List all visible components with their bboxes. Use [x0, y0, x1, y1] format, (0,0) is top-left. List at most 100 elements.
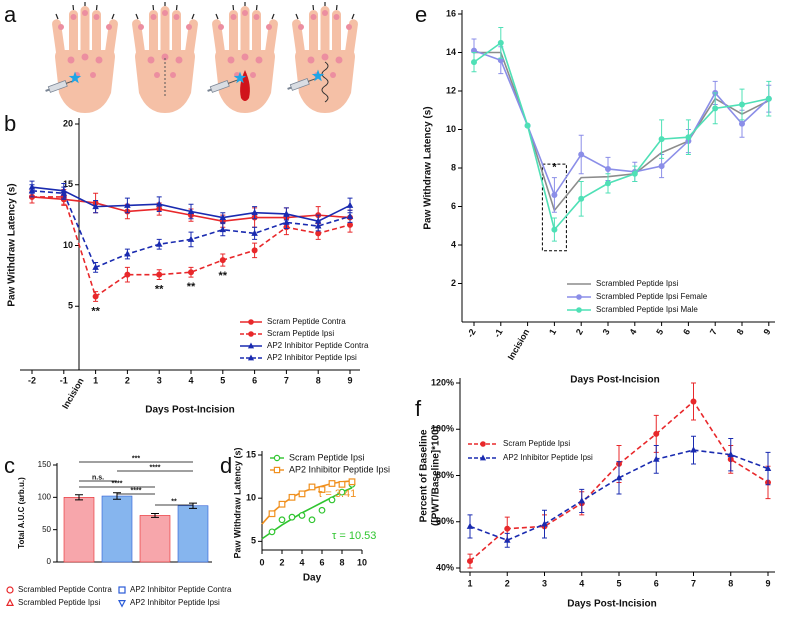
- y-tick-label: 10: [446, 124, 456, 134]
- data-point: [318, 486, 326, 493]
- data-point: [298, 490, 306, 498]
- data-point: [288, 493, 296, 501]
- panel-label: c: [4, 453, 15, 478]
- y-tick-label: 14: [446, 47, 456, 57]
- x-tick-label: -2: [28, 375, 36, 385]
- data-point: [251, 247, 258, 254]
- data-point: [466, 522, 474, 529]
- x-tick-label: 2: [574, 327, 585, 336]
- y-tick-label: 6: [451, 201, 456, 211]
- error-bar: [151, 513, 159, 518]
- legend-marker: [6, 586, 14, 594]
- data-point: [338, 488, 346, 496]
- data-point: [470, 59, 477, 66]
- legend-label: Scrambled Peptide Contra: [18, 585, 112, 594]
- bar: [63, 497, 95, 563]
- y-tick-label: 15: [63, 179, 73, 189]
- paw-illustrations: [43, 1, 360, 114]
- series-line: [32, 196, 351, 298]
- data-point: [631, 170, 638, 177]
- data-point: [251, 229, 258, 236]
- sutures: [321, 61, 329, 103]
- y-axis-title: Paw Withdraw Latency (s): [232, 448, 242, 559]
- data-point: [765, 95, 772, 102]
- x-tick-label: 3: [157, 375, 162, 385]
- bar: [101, 495, 133, 563]
- panel-label: d: [220, 453, 232, 478]
- legend-marker: [576, 294, 582, 300]
- data-point: [652, 455, 660, 462]
- series-line: [473, 49, 770, 197]
- x-tick-label: 9: [761, 327, 772, 336]
- significance-label: ****: [112, 480, 123, 487]
- y-axis-title: Total A.U.C (arb.u.): [17, 477, 26, 549]
- y-tick-label: 50: [42, 525, 51, 534]
- data-point: [278, 500, 286, 508]
- x-tick-label: 5: [616, 578, 621, 588]
- series-line: [473, 41, 769, 232]
- x-tick-label: 7: [284, 375, 289, 385]
- significance-label: **: [187, 281, 196, 293]
- y-tick-label: 0: [47, 557, 52, 566]
- legend-label: AP2 Inhibitor Peptide Ipsi: [130, 598, 220, 607]
- data-point: [605, 180, 612, 187]
- y-tick-label: 5: [251, 536, 256, 546]
- data-point: [92, 263, 99, 270]
- legend-marker: [6, 598, 14, 607]
- data-point: [503, 536, 511, 543]
- data-point: [288, 513, 296, 521]
- y-tick-label: 120%: [431, 377, 454, 387]
- fit-label: τ = 10.53: [332, 530, 376, 542]
- y-tick-label: 10: [246, 493, 256, 503]
- data-point: [124, 250, 131, 257]
- data-point: [551, 226, 558, 233]
- legend-label: Scram Peptide Ipsi: [267, 329, 334, 338]
- legend-marker: [248, 319, 254, 325]
- data-point: [155, 240, 163, 247]
- data-point: [578, 497, 586, 504]
- data-point: [187, 269, 194, 276]
- highlight-box: [541, 163, 567, 252]
- data-point: [124, 271, 131, 278]
- x-tick-label: 6: [654, 578, 659, 588]
- x-axis-title: Days Post-Incision: [145, 405, 234, 416]
- data-point: [92, 293, 99, 300]
- y-tick-label: 60%: [436, 516, 454, 526]
- data-point: [551, 191, 558, 198]
- fit-curve: [261, 480, 353, 525]
- x-tick-label: 6: [681, 327, 692, 336]
- error-bar: [75, 494, 83, 501]
- panel-label: b: [4, 111, 16, 136]
- x-tick-label: 4: [579, 578, 584, 588]
- data-point: [187, 207, 195, 214]
- data-point: [346, 212, 354, 219]
- data-point: [328, 496, 336, 504]
- data-point: [348, 478, 356, 486]
- data-point: [328, 480, 336, 487]
- panel-label: f: [415, 396, 422, 421]
- legend-marker: [248, 331, 254, 337]
- data-point: [92, 202, 99, 210]
- data-point: [278, 516, 286, 524]
- data-point: [685, 134, 692, 141]
- data-point: [346, 221, 353, 228]
- x-tick-label: 2: [125, 375, 130, 385]
- x-tick-label: 5: [654, 327, 665, 336]
- x-axis-title: Days Post-Incision: [570, 375, 659, 386]
- y-tick-label: 5: [68, 301, 73, 311]
- data-point: [308, 483, 316, 491]
- data-point: [268, 510, 276, 518]
- series-line: [31, 190, 351, 269]
- x-tick-label: 1: [547, 327, 558, 336]
- data-point: [524, 122, 531, 129]
- y-tick-label: 12: [446, 85, 456, 95]
- panel-label: e: [415, 2, 427, 27]
- data-point: [615, 474, 623, 481]
- legend-marker: [118, 586, 126, 594]
- y-tick-label: 10: [63, 240, 73, 250]
- y-tick-label: 2: [451, 278, 456, 288]
- legend-marker: [576, 307, 582, 313]
- x-tick-label: 8: [339, 557, 344, 567]
